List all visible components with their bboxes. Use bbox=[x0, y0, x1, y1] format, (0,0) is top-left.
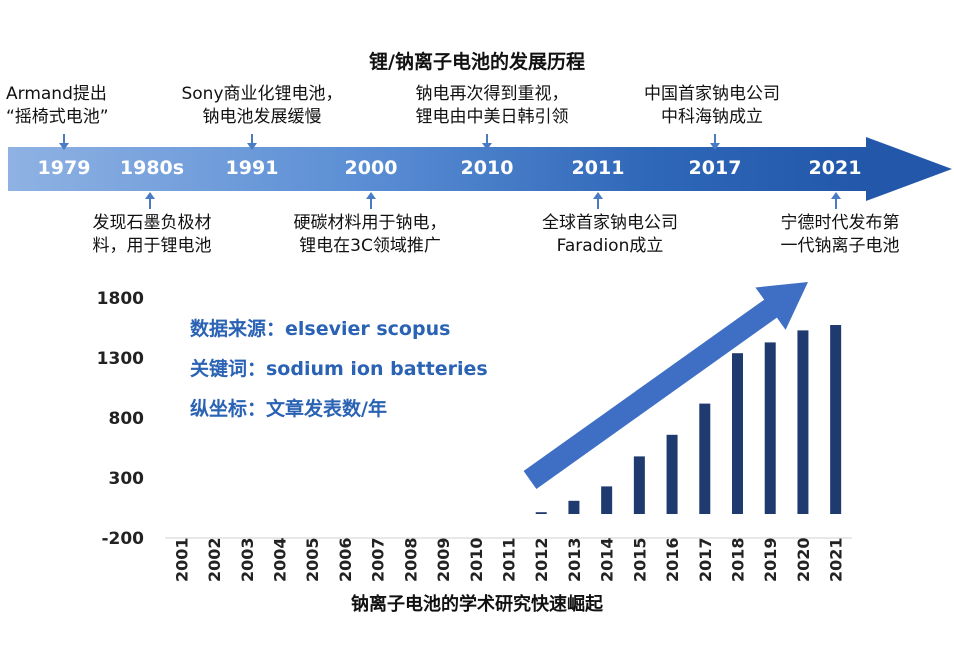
event-1991-connector bbox=[251, 134, 253, 146]
event-2011: 全球首家钠电公司 Faradion成立 bbox=[505, 212, 715, 258]
x-tick-label: 2019 bbox=[761, 537, 780, 582]
event-2000-line2: 锂电在3C领域推广 bbox=[299, 236, 441, 256]
chart-caption: 钠离子电池的学术研究快速崛起 bbox=[351, 594, 603, 615]
event-1991-line2: 钠电池发展缓慢 bbox=[202, 107, 322, 127]
event-2000: 硬碳材料用于钠电， 锂电在3C领域推广 bbox=[265, 212, 475, 258]
y-tick-label: 300 bbox=[109, 469, 145, 489]
year-label-1980s: 1980s bbox=[119, 157, 185, 179]
event-2011-line1: 全球首家钠电公司 bbox=[542, 213, 678, 233]
trend-arrow bbox=[523, 282, 808, 489]
year-label-1991: 1991 bbox=[225, 157, 279, 179]
event-2000-connector bbox=[370, 197, 372, 209]
year-label-2000: 2000 bbox=[344, 157, 398, 179]
legend-source: 数据来源：elsevier scopus bbox=[190, 318, 451, 340]
event-1991-line1: Sony商业化锂电池， bbox=[181, 84, 343, 104]
bar-2012 bbox=[535, 512, 547, 514]
event-2010-line2: 锂电由中美日韩引领 bbox=[415, 107, 569, 127]
x-tick-label: 2002 bbox=[205, 537, 224, 582]
event-2017-line2: 中科海钠成立 bbox=[661, 107, 763, 127]
legend-yaxis-note: 纵坐标：文章发表数/年 bbox=[190, 398, 387, 420]
x-tick-label: 2008 bbox=[401, 537, 420, 582]
event-2011-line2: Faradion成立 bbox=[556, 236, 664, 256]
event-2021-line2: 一代钠离子电池 bbox=[780, 236, 900, 256]
event-1979-connector bbox=[63, 134, 65, 146]
event-1980s-line2: 料，用于锂电池 bbox=[92, 236, 212, 256]
event-1980s-connector-head bbox=[145, 192, 155, 199]
x-tick-label: 2013 bbox=[565, 537, 584, 582]
event-2017-connector-head bbox=[710, 143, 720, 150]
event-1991: Sony商业化锂电池， 钠电池发展缓慢 bbox=[157, 83, 367, 129]
year-label-2010: 2010 bbox=[460, 157, 514, 179]
x-tick-label: 2014 bbox=[598, 537, 617, 582]
event-2010-connector-head bbox=[482, 143, 492, 150]
legend-keyword: 关键词：sodium ion batteries bbox=[190, 358, 488, 380]
event-2010-connector bbox=[486, 134, 488, 146]
x-tick-label: 2009 bbox=[434, 537, 453, 582]
bar-2019 bbox=[764, 342, 776, 514]
event-2010: 钠电再次得到重视， 锂电由中美日韩引领 bbox=[387, 83, 597, 129]
event-2017-connector bbox=[714, 134, 716, 146]
bar-2021 bbox=[830, 325, 842, 514]
x-tick-label: 2017 bbox=[696, 537, 715, 582]
event-2000-connector-head bbox=[366, 192, 376, 199]
bar-2014 bbox=[601, 486, 613, 514]
event-2010-line1: 钠电再次得到重视， bbox=[415, 84, 569, 104]
event-2021-line1: 宁德时代发布第 bbox=[780, 213, 900, 233]
event-1979-line1: Armand提出 bbox=[6, 84, 107, 104]
x-tick-label: 2011 bbox=[500, 537, 519, 582]
timeline-arrow-body bbox=[8, 147, 870, 191]
event-1979: Armand提出 “摇椅式电池” bbox=[6, 83, 216, 129]
bar-2017 bbox=[699, 403, 711, 514]
event-1991-connector-head bbox=[247, 143, 257, 150]
bar-2016 bbox=[666, 434, 678, 514]
bar-2020 bbox=[797, 330, 809, 514]
x-tick-label: 2004 bbox=[271, 537, 290, 582]
y-tick-label: 1800 bbox=[97, 289, 144, 309]
event-1980s-connector bbox=[149, 197, 151, 209]
event-2021-connector bbox=[835, 197, 837, 209]
x-tick-label: 2005 bbox=[303, 537, 322, 582]
y-tick-label: -200 bbox=[101, 529, 144, 549]
timeline-title: 锂/钠离子电池的发展历程 bbox=[369, 51, 585, 73]
x-tick-label: 2003 bbox=[238, 537, 257, 582]
event-2021: 宁德时代发布第 一代钠离子电池 bbox=[735, 212, 945, 258]
x-tick-label: 2007 bbox=[369, 537, 388, 582]
event-1980s-line1: 发现石墨负极材 bbox=[92, 213, 212, 233]
x-tick-label: 2001 bbox=[172, 537, 191, 582]
x-tick-label: 2020 bbox=[794, 537, 813, 582]
year-label-1979: 1979 bbox=[37, 157, 91, 179]
bar-2015 bbox=[633, 456, 645, 514]
year-label-2021: 2021 bbox=[808, 157, 862, 179]
event-2000-line1: 硬碳材料用于钠电， bbox=[293, 213, 447, 233]
event-1979-line2: “摇椅式电池” bbox=[6, 107, 109, 127]
event-1979-connector-head bbox=[59, 143, 69, 150]
year-label-2017: 2017 bbox=[688, 157, 742, 179]
x-tick-label: 2010 bbox=[467, 537, 486, 582]
y-tick-label: 800 bbox=[109, 409, 145, 429]
timeline-arrow-head bbox=[866, 137, 952, 201]
publications-bar-chart: -200 300 800 1300 1800 2001 2002 2003 2004 2005 2… bbox=[97, 282, 852, 582]
x-tick-label: 2015 bbox=[630, 537, 649, 582]
event-2017-line1: 中国首家钠电公司 bbox=[644, 84, 780, 104]
x-tick-label: 2016 bbox=[663, 537, 682, 582]
event-2017: 中国首家钠电公司 中科海钠成立 bbox=[607, 83, 817, 129]
x-tick-label: 2006 bbox=[336, 537, 355, 582]
event-1980s: 发现石墨负极材 料，用于锂电池 bbox=[47, 212, 257, 258]
x-tick-label: 2018 bbox=[729, 537, 748, 582]
x-tick-label: 2012 bbox=[532, 537, 551, 582]
event-2021-connector-head bbox=[831, 192, 841, 199]
y-tick-label: 1300 bbox=[97, 349, 144, 369]
event-2011-connector bbox=[597, 197, 599, 209]
event-2011-connector-head bbox=[593, 192, 603, 199]
year-label-2011: 2011 bbox=[571, 157, 625, 179]
bar-2018 bbox=[732, 353, 743, 514]
x-tick-label: 2021 bbox=[827, 537, 846, 582]
bar-2013 bbox=[568, 500, 580, 514]
